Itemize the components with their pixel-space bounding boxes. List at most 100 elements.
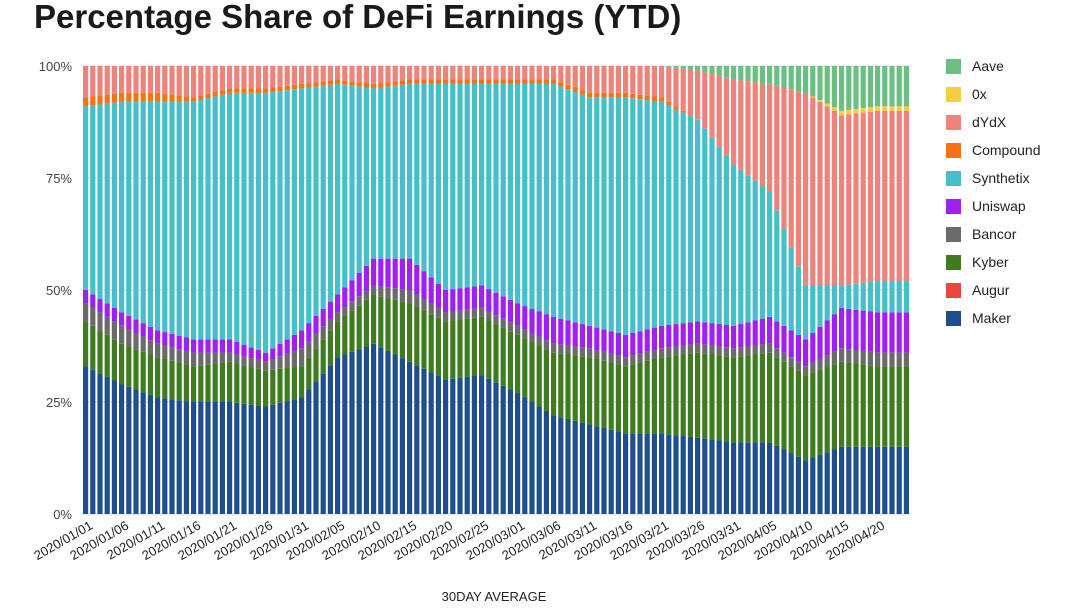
bar-segment-compound [594,92,600,98]
bar-segment-bancor [781,352,787,362]
bar-segment-uniswap [558,318,564,345]
bar-segment-compound [471,79,477,84]
bar-segment-synthetix [471,83,477,287]
bar-segment-uniswap [709,323,715,346]
bar-segment-synthetix [104,103,110,304]
bar-segment-dydx [111,66,117,94]
bar-segment-dydx [335,66,341,80]
bar-segment-bancor [659,348,665,358]
bar-segment-synthetix [572,91,578,323]
bar-segment-synthetix [205,98,211,340]
bar-segment-dydx [241,66,247,89]
bar-segment-synthetix [846,284,852,309]
bar-segment-dydx [342,66,348,81]
legend-label-aave: Aave [972,58,1004,74]
bar-segment-kyber [515,334,521,394]
bar-segment-0x [831,107,837,111]
bar-segment-maker [536,406,542,514]
bar-segment-dydx [255,66,261,89]
bar-segment-uniswap [471,286,477,309]
bar-segment-dydx [594,66,600,93]
bar-segment-bancor [378,286,384,297]
bar-segment-dydx [155,66,161,93]
bar-segment-dydx [363,66,369,84]
bar-segment-dydx [551,66,557,80]
bar-segment-kyber [522,338,528,398]
bar-segment-bancor [673,346,679,356]
bar-segment-uniswap [219,339,225,353]
bar-segment-bancor [457,310,463,320]
bar-segment-synthetix [421,83,427,272]
bar-segment-dydx [443,66,449,80]
bar-segment-uniswap [198,339,204,353]
bar-segment-synthetix [903,281,909,313]
bar-segment-dydx [97,66,103,96]
bar-segment-uniswap [306,323,312,342]
bar-segment-dydx [536,66,542,80]
bar-segment-uniswap [83,290,89,304]
bar-segment-kyber [255,368,261,406]
bar-segment-synthetix [155,101,161,331]
bar-segment-maker [738,442,744,514]
bar-segment-bancor [313,333,319,349]
bar-segment-synthetix [219,94,225,340]
bar-segment-maker [846,446,852,514]
bar-segment-bancor [126,329,132,347]
bar-segment-dydx [680,68,686,111]
bar-segment-dydx [745,81,751,176]
bar-segment-compound [183,96,189,102]
bar-segment-maker [839,446,845,514]
bar-segment-kyber [327,330,333,366]
bar-segment-kyber [630,364,636,434]
bar-segment-aave [875,66,881,107]
bar-segment-maker [320,373,326,514]
bar-segment-uniswap [147,326,153,341]
bar-segment-compound [608,92,614,98]
bar-segment-synthetix [227,92,233,340]
bar-segment-kyber [695,352,701,438]
bar-segment-uniswap [551,316,557,344]
bar-segment-uniswap [824,320,830,356]
bar-segment-maker [579,422,585,514]
bar-segment-synthetix [882,281,888,313]
bar-segment-maker [889,446,895,514]
bar-segment-kyber [551,352,557,416]
bar-segment-dydx [299,66,305,84]
bar-segment-dydx [263,66,269,89]
bar-segment-uniswap [443,290,449,313]
bar-segment-maker [392,354,398,514]
bar-segment-dydx [486,66,492,80]
bar-segment-maker [342,354,348,514]
bar-segment-bancor [356,296,362,306]
bar-segment-kyber [277,368,283,403]
bar-segment-synthetix [320,85,326,309]
bar-segment-maker [695,437,701,514]
bar-segment-bancor [500,318,506,328]
bar-segment-bancor [515,325,521,335]
bar-segment-dydx [687,69,693,116]
bar-segment-maker [666,434,672,514]
bar-segment-dydx [774,85,780,211]
bar-segment-aave [723,66,729,78]
bar-segment-synthetix [198,100,204,340]
bar-segment-bancor [745,346,751,356]
bar-segment-compound [486,79,492,84]
bar-segment-kyber [846,362,852,447]
bar-segment-dydx [860,112,866,283]
bar-segment-synthetix [716,146,722,325]
bar-segment-maker [83,366,89,514]
bar-segment-bancor [903,352,909,367]
bar-segment-maker [716,440,722,514]
legend-label-maker: Maker [972,310,1011,326]
bar-segment-bancor [227,352,233,362]
bar-segment-maker [788,453,794,514]
bar-segment-synthetix [385,86,391,259]
bar-segment-bancor [637,353,643,363]
bar-segment-synthetix [291,89,297,335]
bar-segment-synthetix [608,97,614,332]
bar-segment-compound [464,79,470,84]
bar-segment-0x [817,100,823,102]
bar-segment-uniswap [457,288,463,311]
bar-segment-bancor [169,347,175,361]
bar-segment-dydx [385,66,391,83]
